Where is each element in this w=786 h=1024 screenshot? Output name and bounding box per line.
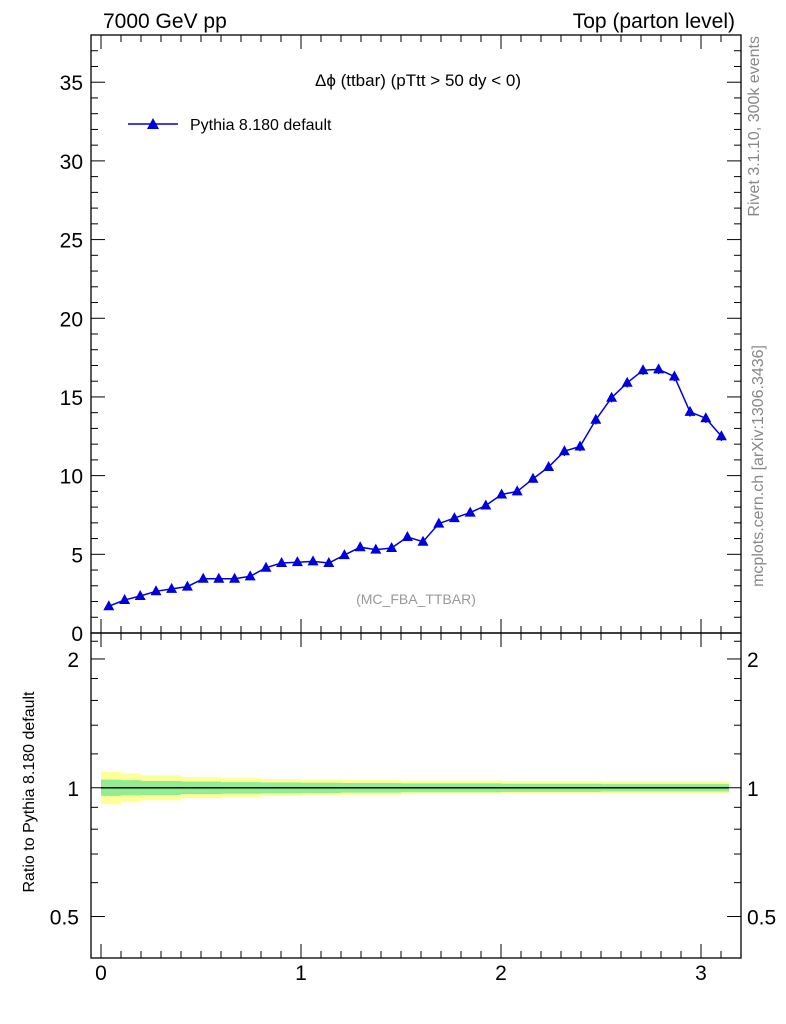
analysis-watermark: (MC_FBA_TTBAR): [356, 591, 476, 607]
x-tick-label: 3: [695, 962, 707, 985]
data-point-marker: [401, 531, 413, 542]
data-point-marker: [260, 561, 272, 572]
mcplots-label: mcplots.cern.ch [arXiv:1306.3436]: [750, 345, 767, 587]
data-point-marker: [684, 405, 696, 416]
y-tick-label: 35: [60, 72, 83, 95]
rivet-version-label: Rivet 3.1.10, 300k events: [746, 36, 763, 217]
data-point-marker: [229, 572, 241, 583]
data-point-marker: [213, 572, 225, 583]
x-tick-label: 2: [495, 962, 507, 985]
series-pythia: [103, 363, 727, 611]
legend: Pythia 8.180 default: [128, 117, 332, 134]
data-point-marker: [181, 580, 193, 591]
ratio-y-tick-label-right: 0.5: [747, 907, 776, 930]
y-tick-label: 30: [60, 151, 83, 174]
data-point-marker: [244, 570, 256, 581]
main-frame: [90, 34, 742, 634]
data-point-marker: [448, 512, 460, 523]
y-tick-label: 0: [71, 623, 83, 646]
ratio-y-label: Ratio to Pythia 8.180 default: [21, 691, 38, 893]
ratio-x-axis: 0 1 2 3: [95, 633, 722, 985]
data-point-marker: [119, 593, 131, 604]
data-point-marker: [574, 440, 586, 451]
data-point-marker: [354, 541, 366, 552]
data-point-marker: [197, 572, 209, 583]
data-point-marker: [323, 556, 335, 567]
y-tick-label: 10: [60, 466, 83, 489]
data-point-marker: [621, 376, 633, 387]
data-point-marker: [464, 506, 476, 517]
data-point-marker: [103, 600, 115, 611]
process-label: Top (parton level): [573, 10, 735, 33]
ratio-panel: 0.5 0.5 1 1 2 2 0 1 2 3 Ratio to Pythia 8.180 de…: [21, 632, 776, 985]
data-point-marker: [700, 412, 712, 423]
x-tick-label: 0: [95, 962, 107, 985]
ratio-y-tick-label-right: 2: [747, 649, 759, 672]
energy-label: 7000 GeV pp: [103, 10, 227, 33]
main-y-axis: 0 5 10 15 20 25 30 35: [60, 50, 741, 646]
x-tick-label: 1: [295, 962, 307, 985]
data-point-marker: [653, 363, 665, 374]
data-point-marker: [370, 543, 382, 554]
ratio-y-tick-label-right: 1: [747, 778, 759, 801]
data-point-marker: [338, 549, 350, 560]
data-point-marker: [291, 556, 303, 567]
ratio-y-tick-label: 1: [67, 778, 79, 801]
data-point-marker: [433, 517, 445, 528]
data-point-marker: [527, 472, 539, 483]
series-line: [108, 368, 722, 607]
data-point-marker: [558, 445, 570, 456]
chart-title: Δϕ (ttbar) (pTtt > 50 dy < 0): [315, 71, 521, 90]
y-tick-label: 15: [60, 387, 83, 410]
ratio-frame: [90, 632, 742, 959]
y-tick-label: 20: [60, 308, 83, 331]
data-point-marker: [606, 391, 618, 402]
data-point-marker: [637, 364, 649, 375]
data-point-marker: [480, 499, 492, 510]
data-point-marker: [166, 582, 178, 593]
data-point-marker: [150, 585, 162, 596]
data-point-marker: [668, 370, 680, 381]
ratio-y-tick-label: 2: [67, 649, 79, 672]
ratio-bands: [101, 771, 729, 805]
data-point-marker: [307, 555, 319, 566]
legend-label: Pythia 8.180 default: [190, 117, 332, 134]
data-point-marker: [417, 535, 429, 546]
data-point-marker: [715, 430, 727, 441]
data-point-marker: [511, 485, 523, 496]
data-point-marker: [386, 542, 398, 553]
data-point-marker: [134, 590, 146, 601]
data-point-marker: [276, 556, 288, 567]
main-x-ticks: [100, 35, 722, 633]
data-point-marker: [543, 460, 555, 471]
data-point-marker: [496, 488, 508, 499]
main-panel: Δϕ (ttbar) (pTtt > 50 dy < 0) (MC_FBA_TT…: [60, 34, 742, 646]
y-tick-label: 5: [71, 544, 83, 567]
ratio-y-axis: 0.5 0.5 1 1 2 2: [50, 640, 776, 959]
legend-marker-icon: [147, 118, 159, 129]
y-tick-label: 25: [60, 230, 83, 253]
data-point-marker: [590, 413, 602, 424]
ratio-y-tick-label: 0.5: [50, 907, 79, 930]
